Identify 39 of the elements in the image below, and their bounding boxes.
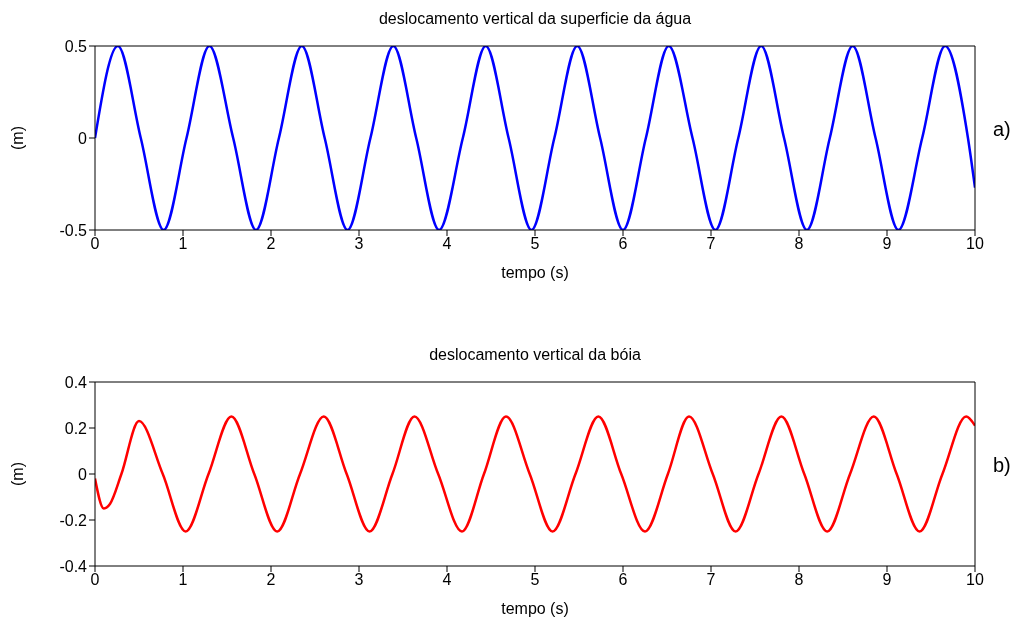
- text: a): [993, 118, 1011, 141]
- x-tick-label: 4: [442, 235, 452, 253]
- x-tick-label: 2: [266, 571, 276, 589]
- y-tick-label: -0.4: [59, 557, 88, 575]
- x-tick-label: 1: [178, 235, 188, 253]
- x-tick-label: 3: [354, 571, 364, 589]
- x-tick-label: 6: [618, 571, 628, 589]
- x-tick-label: 7: [706, 571, 716, 589]
- chart-title: deslocamento vertical da superficie da água: [377, 10, 693, 28]
- y-axis-title: (m): [8, 462, 26, 486]
- y-tick-label: 0.2: [64, 419, 88, 437]
- x-tick-label: 5: [530, 571, 540, 589]
- x-tick-label: 1: [178, 571, 188, 589]
- chart-title: deslocamento vertical da bóia: [428, 346, 642, 364]
- y-tick-label: 0: [78, 465, 88, 483]
- y-tick-label: 0.4: [64, 373, 88, 391]
- x-tick-label: 8: [794, 235, 804, 253]
- x-tick-label: 9: [882, 571, 892, 589]
- x-tick-label: 2: [266, 235, 276, 253]
- x-axis-title: tempo (s): [501, 264, 569, 281]
- x-tick-label: 5: [530, 235, 540, 253]
- x-tick-label: 0: [90, 571, 100, 589]
- x-tick-label: 10: [966, 235, 984, 253]
- x-tick-label: 3: [354, 235, 364, 253]
- x-tick-label: 4: [442, 571, 452, 589]
- line-series: [95, 415, 975, 533]
- y-tick-label: -0.2: [59, 511, 88, 529]
- y-tick-label: 0.5: [64, 37, 88, 55]
- text: b): [993, 454, 1011, 477]
- x-tick-label: 6: [618, 235, 628, 253]
- y-axis-title: (m): [8, 126, 26, 150]
- x-tick-label: 9: [882, 235, 892, 253]
- x-tick-label: 0: [90, 235, 100, 253]
- x-axis-title: tempo (s): [501, 600, 569, 617]
- y-tick-label: -0.5: [59, 221, 88, 239]
- x-tick-label: 10: [966, 571, 984, 589]
- y-tick-label: 0: [78, 129, 88, 147]
- x-tick-label: 8: [794, 571, 804, 589]
- x-tick-label: 7: [706, 235, 716, 253]
